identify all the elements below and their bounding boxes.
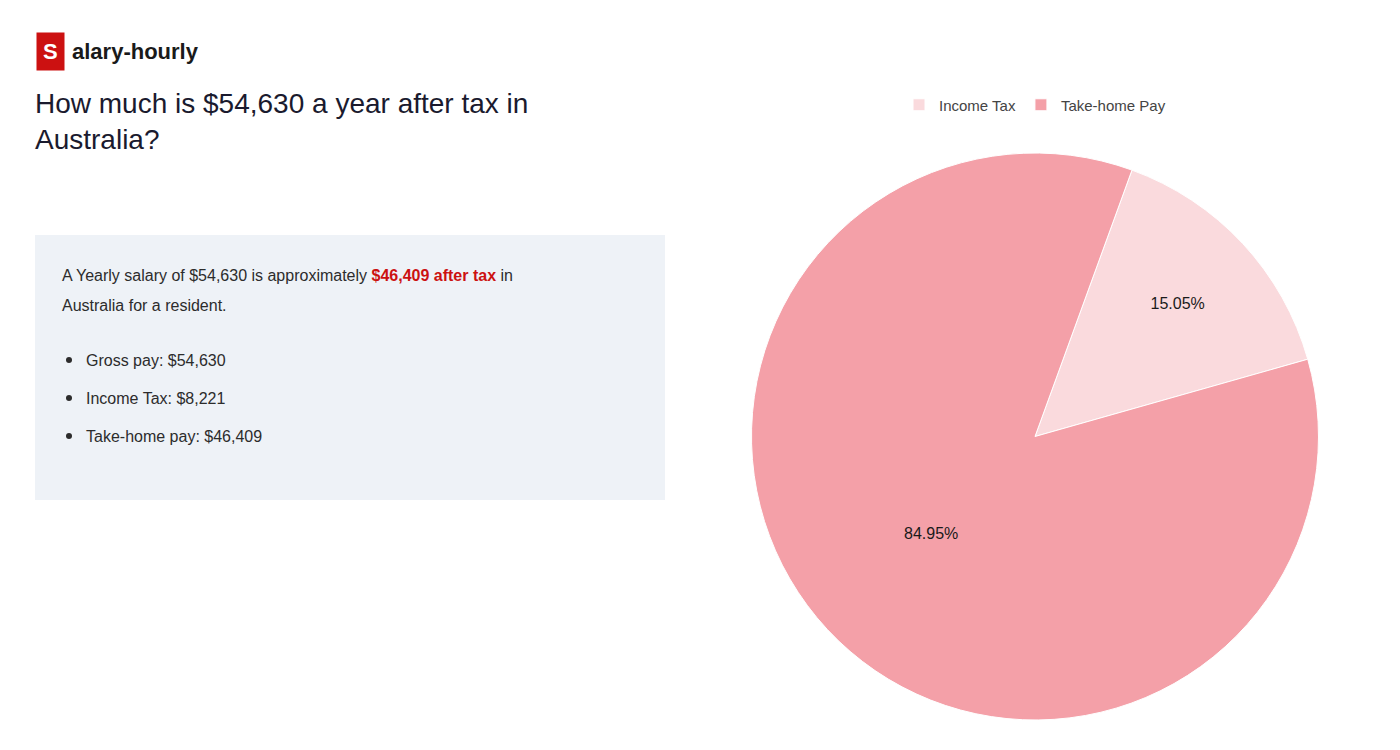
svg-text:Gross pay: $54,630: Gross pay: $54,630 [86,352,226,369]
svg-text:Take-home pay: $46,409: Take-home pay: $46,409 [86,428,262,445]
svg-text:Take-home Pay: Take-home Pay [1061,97,1166,114]
svg-text:S: S [43,39,58,64]
svg-text:How much is $54,630 a year aft: How much is $54,630 a year after tax inA… [35,88,528,155]
svg-text:Income Tax: Income Tax [939,97,1016,114]
svg-text:84.95%: 84.95% [904,525,958,542]
svg-text:15.05%: 15.05% [1151,295,1205,312]
svg-text:Australia for a resident.: Australia for a resident. [62,297,227,314]
svg-text:A Yearly salary of $54,630 is: A Yearly salary of $54,630 is approximat… [62,267,513,284]
svg-text:Income Tax: $8,221: Income Tax: $8,221 [86,390,225,407]
svg-text:alary-hourly: alary-hourly [72,39,199,64]
